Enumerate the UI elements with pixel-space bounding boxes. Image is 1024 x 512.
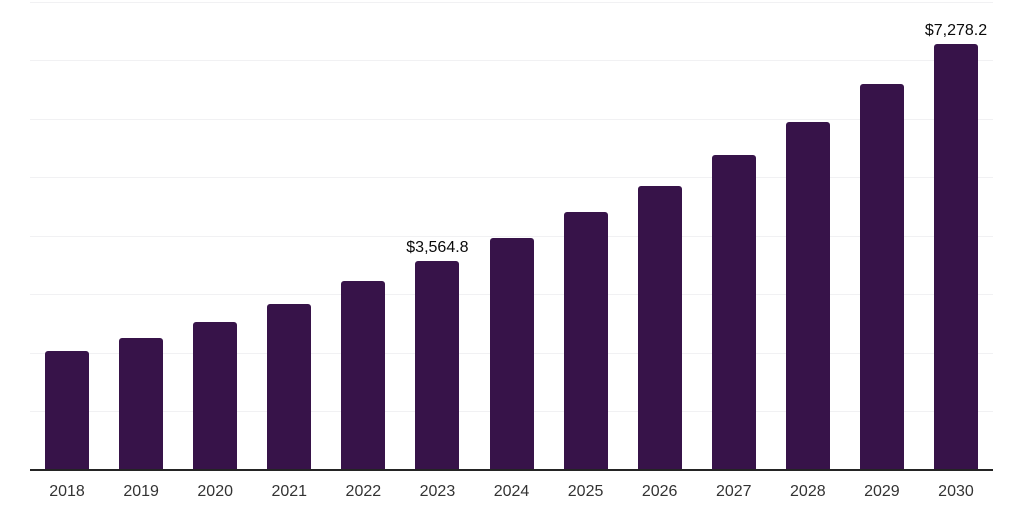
bar-2027 <box>711 155 756 470</box>
bar-2024 <box>489 238 534 470</box>
bar-slot-2026 <box>623 2 697 470</box>
gridline <box>30 118 993 120</box>
x-axis-label-2023: 2023 <box>419 483 456 500</box>
bar-slot-2025 <box>549 2 623 470</box>
bar-2023: $3,564.8 <box>406 240 469 470</box>
x-axis-label-2027: 2027 <box>715 483 752 500</box>
x-axis-label-2028: 2028 <box>790 483 826 500</box>
gridline <box>30 2 993 3</box>
x-axis-label-2026: 2026 <box>641 483 678 500</box>
data-label-2030: $7,278.2 <box>924 22 988 40</box>
bar-slot-2020 <box>178 2 252 470</box>
x-axis-label-2024: 2024 <box>493 483 530 500</box>
gridline <box>30 235 993 237</box>
x-axis-label-2019: 2019 <box>123 483 159 500</box>
x-axis-label-2022: 2022 <box>345 483 382 500</box>
bar-2022 <box>341 281 386 470</box>
bar-2019 <box>119 338 164 470</box>
x-axis-label-2029: 2029 <box>864 483 900 500</box>
bar-slot-2019 <box>104 2 178 470</box>
bar-2028 <box>785 122 830 470</box>
gridline <box>30 177 993 179</box>
bar-slot-2022 <box>326 2 400 470</box>
x-axis-label-2020: 2020 <box>197 483 233 500</box>
bar-slot-2028 <box>771 2 845 470</box>
bar-2029 <box>859 83 904 470</box>
gridline <box>30 60 993 62</box>
bar-slot-2030: $7,278.2 <box>919 2 993 470</box>
x-axis-label-2025: 2025 <box>567 483 604 500</box>
bar-slot-2024 <box>474 2 548 470</box>
x-axis-line <box>30 469 993 471</box>
bar-2026 <box>637 185 682 470</box>
bar-slot-2021 <box>252 2 326 470</box>
x-axis-label-2018: 2018 <box>49 483 85 500</box>
bar-2025 <box>563 212 608 470</box>
bar-2020 <box>193 321 238 470</box>
plot-area: $3,564.8 $7,278.2 <box>30 2 993 470</box>
x-axis-label-2021: 2021 <box>271 483 308 500</box>
bar-slot-2027 <box>697 2 771 470</box>
data-label-2023: $3,564.8 <box>406 239 469 257</box>
bar-slot-2018 <box>30 2 104 470</box>
x-axis-tick-labels: 2018 2019 2020 2021 2022 2023 2024 2025 2026 2027… <box>30 482 993 501</box>
bar-series: $3,564.8 $7,278.2 <box>30 2 993 470</box>
bar-2021 <box>267 304 312 470</box>
bar-slot-2023: $3,564.8 <box>400 2 474 470</box>
x-axis-label-2030: 2030 <box>938 483 974 500</box>
bar-2030: $7,278.2 <box>925 23 987 470</box>
bar-slot-2029 <box>845 2 919 470</box>
bar-2018 <box>45 351 90 470</box>
